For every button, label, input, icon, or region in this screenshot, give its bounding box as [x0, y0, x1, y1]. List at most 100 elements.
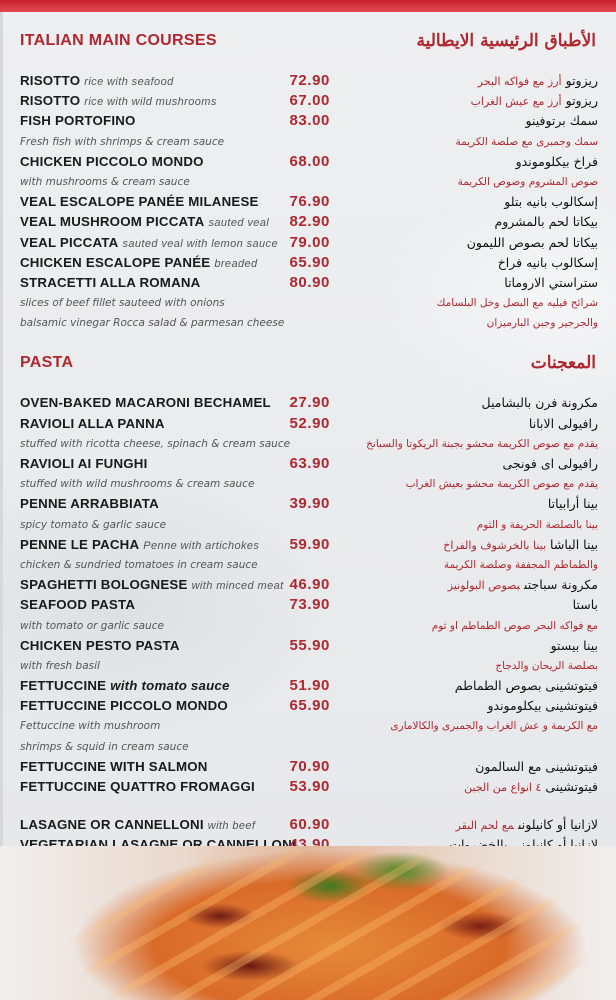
item-price: 76.90 — [289, 193, 330, 211]
menu-item: VEAL ESCALOPE PANÉE MILANESE 76.90 إسكالوب… — [0, 192, 616, 212]
item-price: 65.90 — [289, 253, 330, 271]
item-subtitle: with beef — [207, 820, 256, 833]
menu-item: SPAGHETTI BOLOGNESE with minced meat 46.90… — [0, 575, 616, 595]
item-description: stuffed with ricotta cheese, spinach & c… — [20, 437, 291, 450]
item-price: 46.90 — [289, 576, 330, 594]
item-description-ar: يقدم مع صوص الكريمة محشو بجبنة الريكوتا … — [366, 437, 598, 450]
item-name-ar: بيكاتا لحم بالمشروم — [494, 212, 598, 232]
item-name-ar: مكرونة سباجتىبصوص البولونيز — [448, 575, 598, 596]
item-name-ar-text: فيتوتشينى مع السالمون — [475, 758, 598, 774]
item-name-text: LASAGNE OR CANNELLONI — [20, 817, 204, 833]
item-name: STRACETTI ALLA ROMANA — [20, 273, 201, 293]
item-name-text: VEAL PICCATA — [20, 234, 119, 250]
item-subtitle: Penne with artichokes — [143, 539, 260, 552]
item-name-text: RAVIOLI AI FUNGHI — [20, 456, 148, 471]
item-description: with mushrooms & cream sauce — [20, 175, 190, 188]
item-name-ar-text: ستراستي الاروماتا — [504, 274, 598, 290]
item-price: 63.90 — [289, 455, 330, 472]
item-name: FISH PORTOFINO — [20, 111, 136, 131]
menu-item: FETTUCCINE WITH SALMON 70.90 فيتوتشينى مع … — [0, 757, 616, 777]
item-name-text: STRACETTI ALLA ROMANA — [20, 274, 201, 290]
item-subtitle: sauted veal — [208, 217, 270, 230]
menu-item-description: spicy tomato & garlic sauce بينا بالصلصة … — [0, 515, 616, 535]
item-name: FETTUCCINE WITH SALMON — [20, 757, 208, 777]
item-name: PENNE ARRABBIATA — [20, 494, 159, 514]
item-name-text: PENNE LE PACHA — [20, 536, 140, 552]
item-name: CHICKEN PESTO PASTA — [20, 636, 180, 656]
item-name: RISOTTO rice with wild mushrooms — [20, 91, 217, 112]
item-name-ar: مكرونة فرن بالبشاميل — [482, 393, 598, 413]
menu-item-description: shrimps & squid in cream sauce — [0, 737, 616, 757]
item-name-ar-text: فراخ بيكلوموندو — [515, 153, 598, 169]
item-price: 59.90 — [289, 535, 330, 553]
menu-item-description: Fresh fish with shrimps & cream sauce سمك… — [0, 132, 616, 152]
item-price: 53.90 — [289, 778, 330, 795]
item-name: FETTUCCINE QUATTRO FROMAGGI — [20, 777, 255, 797]
item-price: 80.90 — [289, 273, 330, 291]
item-name: LASAGNE OR CANNELLONI with beef — [20, 815, 255, 836]
menu-item-description: chicken & sundried tomatoes in cream sau… — [0, 555, 616, 575]
section-title-en: PASTA — [20, 354, 74, 372]
menu-item: RISOTTO rice with seafood 72.90 ريزوتوأرز م… — [0, 71, 616, 91]
item-subtitle: rice with wild mushrooms — [84, 96, 217, 109]
item-description: slices of beef fillet sauteed with onion… — [20, 297, 225, 310]
item-price: 83.00 — [289, 112, 330, 130]
item-name-ar-text: ريزوتو — [565, 73, 598, 88]
item-name-ar-text: إسكالوب بانيه فراخ — [497, 254, 598, 270]
menu-item-description: balsamic vinegar Rocca salad & parmesan … — [0, 313, 616, 333]
item-description: balsamic vinegar Rocca salad & parmesan … — [20, 317, 285, 330]
item-name-text: RISOTTO — [20, 93, 81, 109]
item-name-text: FISH PORTOFINO — [20, 113, 136, 129]
menu-item: CHICKEN ESCALOPE PANÉE breaded 65.90 إسكالو… — [0, 253, 616, 273]
item-subtitle-ar: بصوص البولونيز — [447, 579, 520, 593]
item-subtitle: with tomato sauce — [110, 678, 230, 694]
menu-item: RAVIOLI AI FUNGHI 63.90 رافيولى اى فونجى — [0, 454, 616, 474]
item-subtitle: rice with seafood — [84, 76, 174, 88]
item-name: RAVIOLI ALLA PANNA — [20, 414, 165, 434]
item-description: spicy tomato & garlic sauce — [20, 518, 167, 531]
menu-item-description: stuffed with wild mushrooms & cream sauc… — [0, 474, 616, 494]
menu-item-description: slices of beef fillet sauteed with onion… — [0, 293, 616, 313]
item-name-text: CHICKEN ESCALOPE PANÉE — [20, 254, 211, 270]
item-name-text: FETTUCCINE — [20, 678, 107, 694]
item-price: 79.00 — [289, 233, 330, 251]
item-subtitle: with minced meat — [191, 580, 284, 593]
menu-item: PENNE LE PACHA Penne with artichokes 59.90… — [0, 535, 616, 555]
item-name-ar: إسكالوب بانيه فراخ — [498, 253, 598, 273]
item-name-ar-text: فيتوتشينى بيكلوموندو — [487, 698, 598, 714]
item-name: RAVIOLI AI FUNGHI — [20, 454, 148, 474]
menu-item-description: with mushrooms & cream sauce صوص المشروم … — [0, 172, 616, 192]
item-description: with fresh basil — [20, 659, 100, 672]
menu-item: STRACETTI ALLA ROMANA 80.90 ستراستي الاروم… — [0, 273, 616, 293]
item-name-ar: فيتوتشينى٤ انواع من الجبن — [464, 777, 598, 798]
menu-item: FETTUCCINE QUATTRO FROMAGGI 53.90 فيتوتشين… — [0, 777, 616, 797]
item-name-ar: فيتوتشينى بيكلوموندو — [487, 696, 598, 716]
item-name-ar: باستا — [573, 595, 598, 615]
item-name-ar-text: بينا أرابياتا — [547, 496, 598, 512]
menu-item: VEAL PICCATA sauted veal with lemon sauce… — [0, 233, 616, 253]
item-description-ar: بصلصة الريحان والدجاج — [495, 659, 598, 672]
item-price: 82.90 — [289, 213, 330, 231]
item-price: 55.90 — [289, 636, 330, 654]
item-description: shrimps & squid in cream sauce — [20, 740, 189, 753]
penne-texture — [0, 846, 616, 1000]
item-name-ar-text: فيتوتشينى — [545, 779, 598, 794]
item-name-text: PENNE ARRABBIATA — [20, 496, 159, 512]
item-name-ar: سمك برتوفينو — [526, 111, 599, 131]
item-subtitle: breaded — [214, 257, 258, 270]
item-name: CHICKEN PICCOLO MONDO — [20, 152, 204, 172]
item-name-text: FETTUCCINE PICCOLO MONDO — [20, 698, 228, 714]
item-name-text: OVEN-BAKED MACARONI BECHAMEL — [20, 395, 271, 411]
menu-item: FISH PORTOFINO 83.00 سمك برتوفينو — [0, 111, 616, 131]
item-name: FETTUCCINE PICCOLO MONDO — [20, 696, 228, 716]
item-subtitle-ar: مع لحم البقر — [455, 819, 514, 833]
item-name-ar-text: إسكالوب بانيه بتلو — [504, 194, 598, 210]
item-description: chicken & sundried tomatoes in cream sau… — [20, 558, 258, 571]
menu-item: FETTUCCINE with tomato sauce 51.90 فيتوتشين… — [0, 676, 616, 696]
item-name-ar: بينا بيستو — [551, 636, 598, 656]
item-name-ar-text: فيتوتشينى بصوص الطماطم — [454, 678, 598, 694]
item-name-text: VEAL ESCALOPE PANÉE MILANESE — [20, 194, 259, 210]
item-name-ar: إسكالوب بانيه بتلو — [504, 192, 598, 212]
section-heading: PASTA المعجنات — [0, 351, 616, 375]
item-name-ar: ستراستي الاروماتا — [504, 273, 598, 293]
